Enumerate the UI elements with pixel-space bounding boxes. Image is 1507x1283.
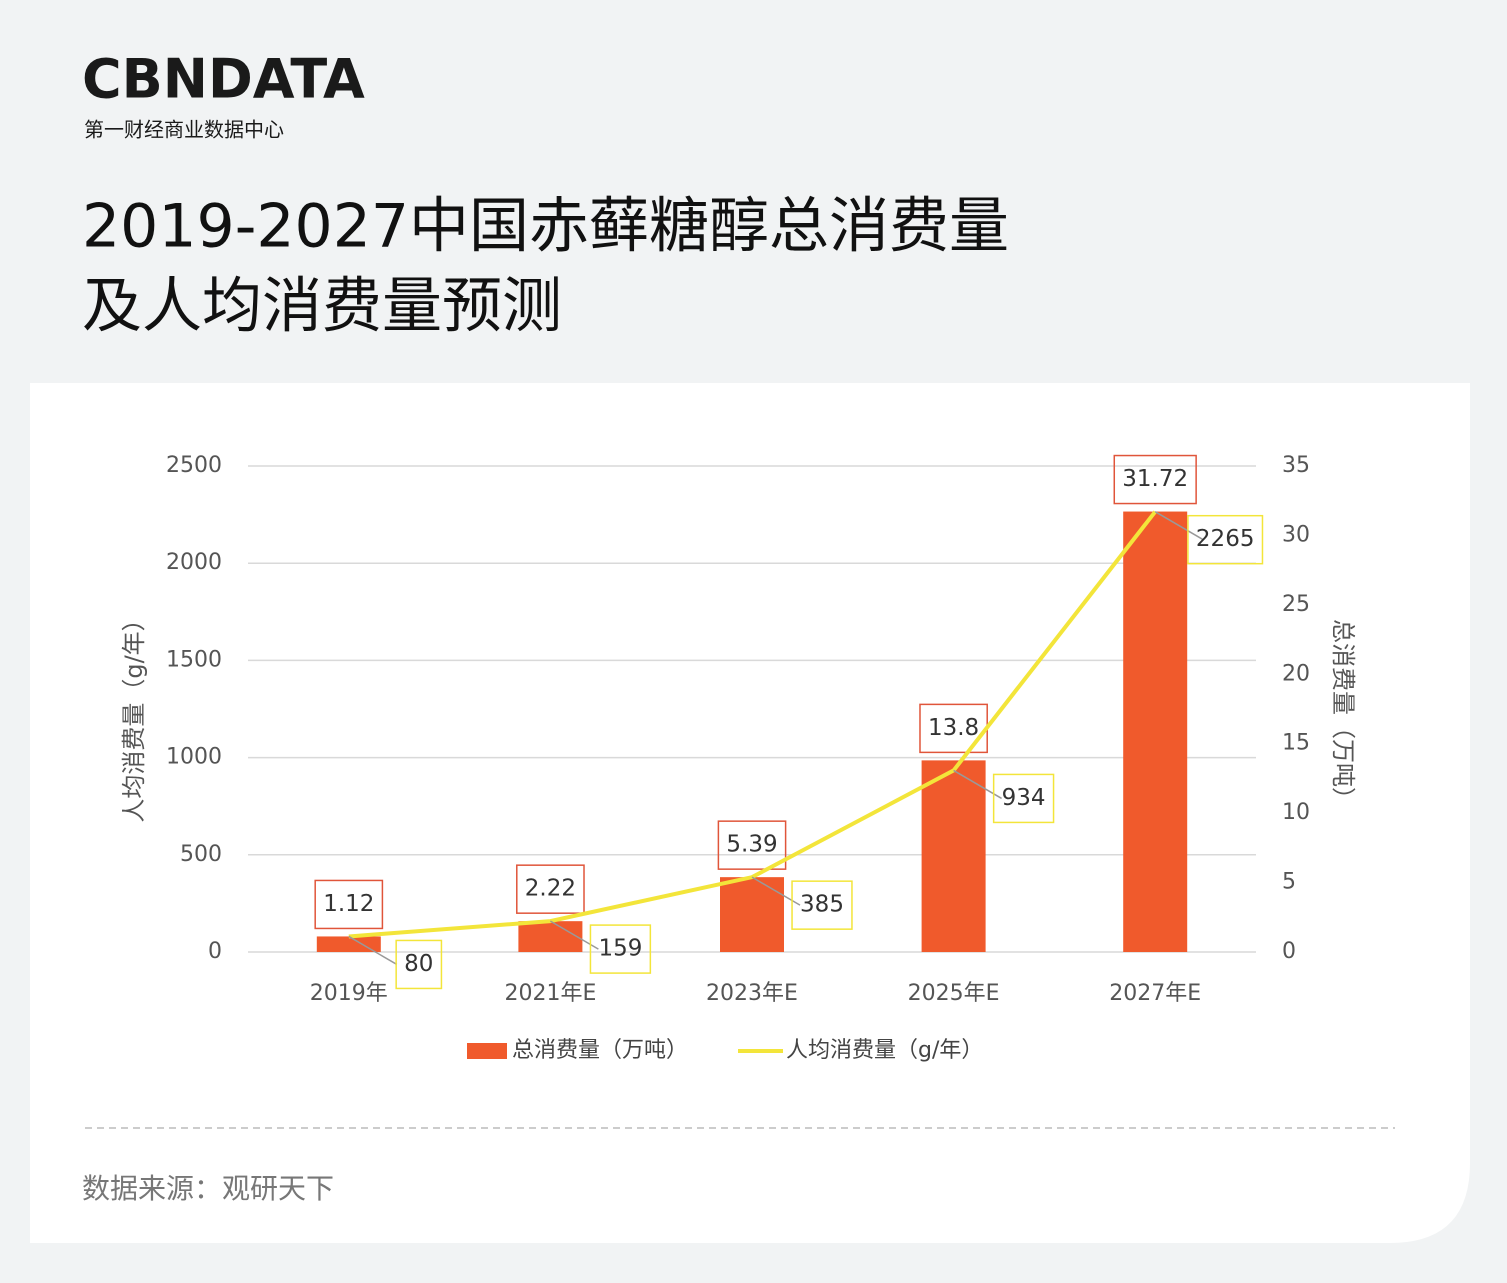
line-label-box (992, 773, 1055, 824)
bar (720, 877, 784, 952)
bar-label: 1.12 (323, 891, 374, 917)
x-tick-label: 2027年E (1109, 981, 1201, 1006)
y2-tick-label: 5 (1282, 870, 1296, 895)
y-tick-label: 2000 (166, 550, 222, 575)
card (30, 383, 1470, 1243)
y2-tick-label: 20 (1282, 661, 1310, 686)
bar-label-box (314, 879, 384, 930)
y2-tick-label: 25 (1282, 592, 1310, 617)
legend-label: 总消费量（万吨） (512, 1038, 688, 1063)
bar-label: 5.39 (726, 832, 777, 858)
bar (1123, 511, 1188, 952)
bar-label: 2.22 (525, 876, 576, 902)
y2-tick-label: 15 (1282, 731, 1310, 756)
line-label-box (791, 880, 853, 930)
leader-line (1154, 511, 1204, 541)
bar (518, 921, 583, 952)
x-tick-label: 2023年E (706, 981, 798, 1006)
line-label-box (395, 939, 443, 990)
line-label: 2265 (1196, 526, 1255, 552)
line-label: 159 (598, 936, 642, 962)
x-tick-label: 2021年E (504, 981, 596, 1006)
y-axis-title: 人均消费量（g/年） (120, 607, 148, 822)
y2-tick-label: 10 (1282, 800, 1310, 825)
y-tick-label: 0 (208, 939, 222, 964)
y2-tick-label: 0 (1282, 939, 1296, 964)
bar (316, 936, 381, 952)
chart-title: 及人均消费量预测 (82, 272, 562, 342)
y-tick-label: 1500 (166, 647, 222, 672)
bar (921, 760, 986, 952)
y2-axis-title: 总消费量（万吨） (1329, 619, 1357, 811)
y2-tick-label: 30 (1282, 522, 1310, 547)
bar-label-box (1113, 454, 1197, 505)
y-tick-label: 1000 (166, 745, 222, 770)
y-tick-label: 2500 (166, 453, 222, 478)
legend-label: 人均消费量（g/年） (786, 1038, 983, 1063)
bar-label-box (717, 820, 787, 870)
line-label-box (589, 924, 652, 974)
logo: CBNDATA (82, 48, 365, 111)
bar-label: 13.8 (928, 715, 979, 741)
leader-line (348, 935, 398, 966)
bar-label: 31.72 (1122, 466, 1188, 492)
line-label: 80 (404, 951, 433, 977)
line-label: 934 (1002, 785, 1046, 811)
y2-tick-label: 35 (1282, 453, 1310, 478)
chart-title: 2019-2027中国赤藓糖醇总消费量 (82, 192, 1009, 262)
bar-label-box (516, 864, 585, 914)
legend-swatch (467, 1043, 507, 1059)
x-tick-label: 2019年 (310, 981, 388, 1006)
x-tick-label: 2025年E (908, 981, 1000, 1006)
y-tick-label: 500 (180, 842, 222, 867)
line-label-box (1187, 514, 1264, 565)
source: 数据来源：观研天下 (82, 1172, 334, 1205)
line-label: 385 (800, 892, 844, 918)
logo-subtitle: 第一财经商业数据中心 (84, 118, 284, 142)
